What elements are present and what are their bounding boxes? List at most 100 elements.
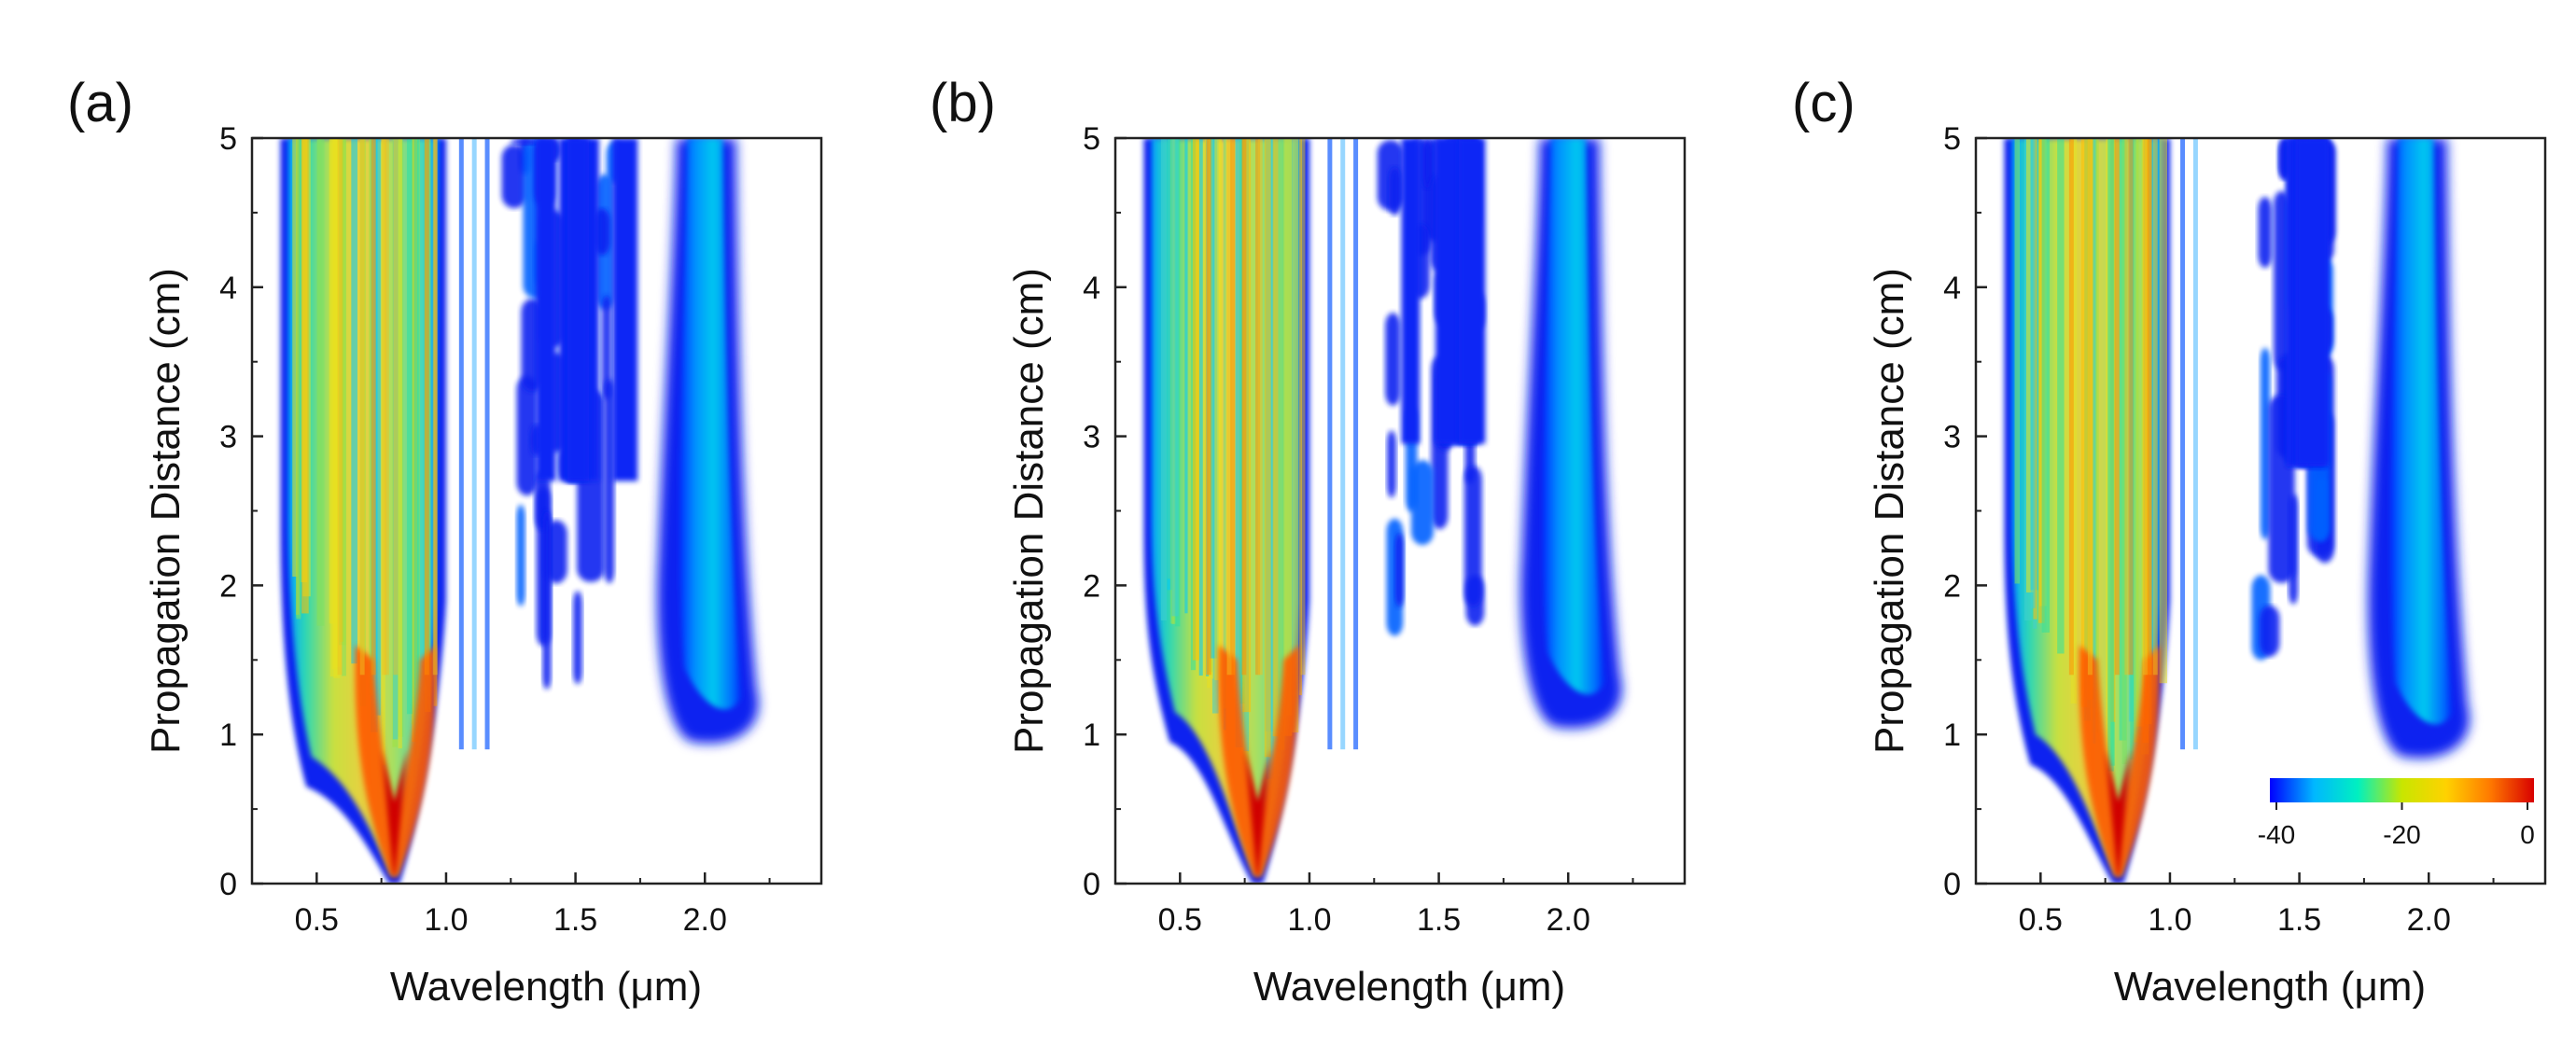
mid-band-patch: [573, 591, 582, 685]
gap-line: [484, 138, 490, 750]
warm-streak: [382, 138, 387, 676]
warm-streak: [384, 138, 389, 676]
long-band-core: [1543, 138, 1605, 695]
y-axis-title: Propagation Distance (cm): [143, 268, 189, 754]
heatmap-area: [280, 138, 759, 884]
fringe-line: [2121, 138, 2128, 764]
fringe-line: [1184, 138, 1188, 614]
mid-band-patch: [516, 504, 525, 606]
gap-line: [1340, 138, 1346, 750]
panel-c: 0 1 2 3 4 5 0.5 1.0 1.5 2.0 Wavelength (μm) Propaga…: [1792, 73, 2547, 1010]
x-tick-label: 1.0: [424, 902, 468, 938]
mid-band-patch: [1463, 466, 1482, 607]
warm-streak: [432, 138, 438, 676]
fringe-line: [413, 138, 419, 758]
fringe-line: [375, 138, 381, 716]
x-tick-label: 2.0: [1547, 902, 1590, 938]
fringe-line: [2070, 138, 2078, 704]
fringe-line: [2080, 138, 2088, 707]
y-tick-label: 4: [219, 271, 237, 306]
mid-band-patch: [1388, 166, 1401, 216]
gap-line: [1353, 138, 1359, 750]
fringe-line: [1192, 138, 1199, 661]
colorbar-tick-label: -20: [2383, 820, 2420, 849]
gap-line: [2192, 138, 2198, 750]
long-band-core: [2390, 138, 2453, 725]
mid-band-patch: [1411, 460, 1434, 546]
mid-band-patch: [604, 379, 615, 584]
fringe-line: [1242, 138, 1252, 713]
gap-line: [458, 138, 464, 750]
fringe-line: [1272, 138, 1279, 737]
mid-band-patch: [2259, 605, 2280, 657]
warm-streak: [2143, 138, 2149, 676]
x-axis-title: Wavelength (μm): [2114, 964, 2426, 1010]
warm-streak: [1300, 138, 1306, 676]
fringe-line: [351, 138, 357, 664]
fringe-line: [1214, 138, 1222, 681]
fringe-line: [1171, 138, 1179, 617]
y-tick-label: 4: [1943, 271, 1961, 306]
fringe-line: [2057, 138, 2065, 654]
heatmap-area: [2004, 138, 2470, 884]
mid-band-streak: [1459, 138, 1486, 444]
fringe-line: [369, 138, 373, 696]
colorbar-tick-label: 0: [2520, 820, 2535, 849]
warm-streak: [359, 138, 365, 676]
x-tick-label: 0.5: [1158, 902, 1202, 938]
y-tick-label: 3: [1943, 420, 1961, 455]
warm-streak: [2152, 138, 2158, 676]
pump-core: [381, 749, 408, 884]
x-axis-title: Wavelength (μm): [390, 964, 702, 1010]
panel-a: 0 1 2 3 4 5 0.5 1.0 1.5 2.0 Wavelength (μm) Propaga…: [67, 73, 823, 1010]
x-tick-label: 1.0: [1287, 902, 1331, 938]
y-tick-label: 0: [1943, 867, 1961, 902]
mid-band-patch: [601, 295, 611, 400]
warm-streak: [2128, 138, 2134, 676]
mid-band-streak: [536, 138, 556, 481]
y-tick-label: 3: [1083, 420, 1100, 455]
warm-streak: [1255, 138, 1261, 676]
warm-streak: [371, 138, 376, 676]
fringe-line: [1283, 138, 1293, 736]
y-tick-label: 4: [1083, 271, 1100, 306]
x-tick-label: 1.5: [553, 902, 597, 938]
warm-streak: [2124, 138, 2130, 676]
fringe-line: [1198, 138, 1203, 676]
fringe-line: [331, 138, 338, 670]
y-tick-label: 1: [1943, 718, 1961, 753]
fringe-line: [2026, 138, 2034, 592]
y-tick-label: 1: [1083, 718, 1100, 753]
pump-core: [1244, 749, 1271, 884]
long-band-core: [679, 138, 742, 710]
fringe-line: [2041, 138, 2050, 633]
x-tick-label: 0.5: [2019, 902, 2063, 938]
fringe-line: [2033, 138, 2037, 620]
fringe-line: [2107, 138, 2114, 772]
mid-band-patch: [516, 376, 538, 496]
mid-band-streak: [612, 138, 638, 481]
warm-streak: [337, 138, 343, 676]
y-tick-label: 2: [1943, 568, 1961, 604]
mid-band-streak: [567, 138, 589, 481]
y-tick-label: 5: [1943, 121, 1961, 157]
warm-streak: [1226, 138, 1232, 676]
warm-streak: [1257, 138, 1263, 676]
fringe-line: [1278, 138, 1285, 750]
gap-line: [471, 138, 477, 750]
warm-streak: [1241, 138, 1247, 676]
warm-streak: [2068, 138, 2074, 676]
mid-band-patch: [1385, 313, 1401, 406]
panel-label: (a): [67, 73, 133, 133]
fringe-line: [316, 138, 325, 626]
mid-band-patch: [542, 510, 552, 690]
fringe-line: [2037, 138, 2045, 623]
panel-b: 0 1 2 3 4 5 0.5 1.0 1.5 2.0 Wavelength (μm) Propaga…: [930, 73, 1687, 1010]
x-tick-label: 2.0: [683, 902, 727, 938]
fringe-line: [2093, 138, 2096, 744]
pump-spread: [355, 645, 437, 877]
y-tick-label: 0: [1083, 867, 1100, 902]
gap-line: [1327, 138, 1333, 750]
fringe-line: [2014, 138, 2020, 584]
